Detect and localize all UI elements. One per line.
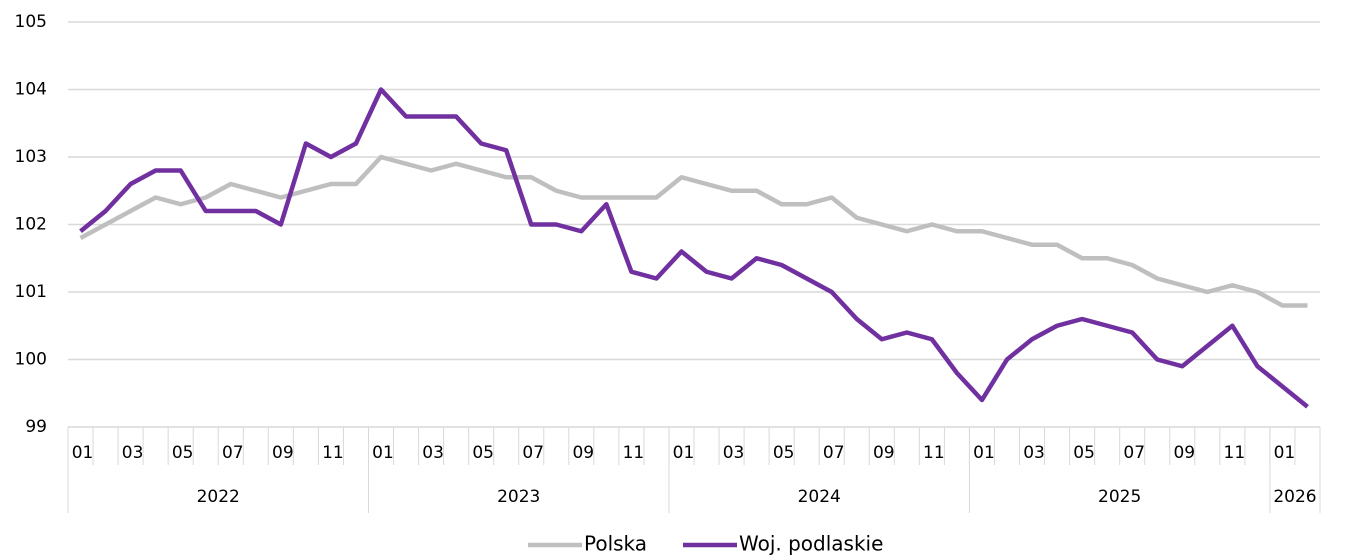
x-tick-label: 01 [372,443,394,463]
x-tick-label: 09 [873,443,895,463]
x-tick-label: 07 [823,443,845,463]
x-tick-label: 05 [1073,443,1095,463]
x-tick-label: 05 [172,443,194,463]
x-tick-label: 11 [623,443,645,463]
y-tick-label: 99 [25,417,47,437]
legend-label: Polska [584,532,647,555]
y-tick-label: 100 [15,350,47,370]
year-label: 2023 [497,487,540,507]
x-tick-label: 01 [973,443,995,463]
y-tick-label: 102 [15,215,47,235]
year-label: 2026 [1273,487,1316,507]
x-tick-label: 09 [572,443,594,463]
x-tick-label: 07 [222,443,244,463]
x-tick-label: 09 [1173,443,1195,463]
x-tick-label: 05 [773,443,795,463]
year-label: 2024 [798,487,841,507]
x-tick-label: 07 [522,443,544,463]
x-tick-label: 01 [1274,443,1296,463]
legend-label: Woj. podlaskie [739,532,883,555]
x-tick-label: 11 [923,443,945,463]
y-tick-label: 104 [15,80,47,100]
y-tick-label: 105 [15,12,47,32]
x-tick-label: 03 [122,443,144,463]
x-tick-label: 09 [272,443,294,463]
y-tick-label: 103 [15,147,47,167]
x-tick-label: 05 [472,443,494,463]
x-tick-label: 11 [1224,443,1246,463]
x-tick-label: 01 [72,443,94,463]
x-tick-label: 03 [1023,443,1045,463]
x-tick-label: 11 [322,443,344,463]
y-tick-label: 101 [15,282,47,302]
x-tick-label: 03 [723,443,745,463]
series-line [79,87,1309,409]
year-label: 2022 [197,487,240,507]
x-tick-label: 03 [422,443,444,463]
year-label: 2025 [1098,487,1141,507]
series-line [79,154,1308,308]
x-tick-label: 07 [1123,443,1145,463]
x-tick-label: 01 [673,443,695,463]
